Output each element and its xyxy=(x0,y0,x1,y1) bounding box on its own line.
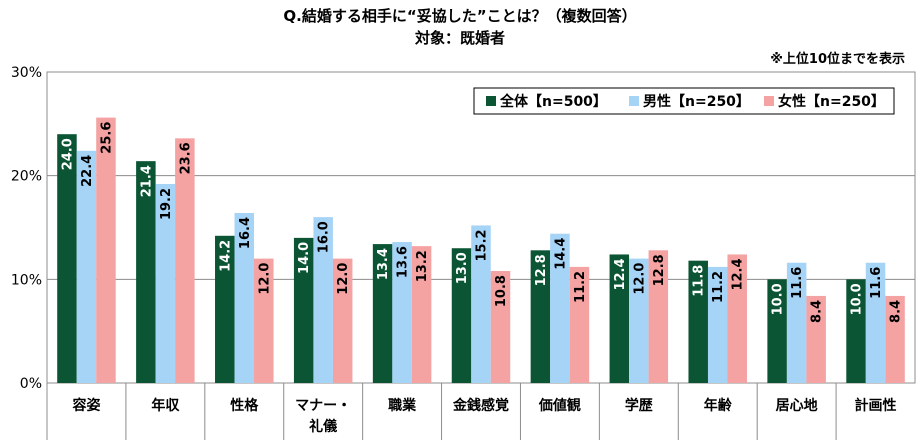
bar-value-label: 23.6 xyxy=(178,142,193,174)
category-label: 計画性 xyxy=(855,397,897,414)
bar xyxy=(490,271,511,383)
bar xyxy=(629,258,649,383)
bar xyxy=(550,233,570,383)
bar-value-label: 12.8 xyxy=(534,254,549,286)
bar xyxy=(786,262,807,383)
bar xyxy=(293,237,314,383)
bar-value-label: 11.2 xyxy=(573,271,588,303)
bar xyxy=(846,279,866,383)
bar-value-label: 8.4 xyxy=(810,300,825,323)
bar-value-label: 22.4 xyxy=(80,155,95,187)
bar xyxy=(175,138,195,383)
bar-value-label: 11.2 xyxy=(711,271,726,303)
legend-label: 男性【n=250】 xyxy=(643,93,750,110)
category-label: マナー・ xyxy=(295,398,351,414)
bar-value-label: 12.4 xyxy=(731,258,746,290)
bar xyxy=(411,246,432,383)
category-label: 性格 xyxy=(230,397,259,414)
chart-note: ※上位10位までを表示 xyxy=(770,51,905,67)
bar xyxy=(727,254,747,383)
category-label: 学歴 xyxy=(625,397,653,414)
bar xyxy=(57,134,77,383)
bar-value-label: 21.4 xyxy=(139,165,154,197)
bar xyxy=(471,225,491,383)
bar xyxy=(451,248,472,383)
y-tick-label: 20% xyxy=(11,169,42,185)
bar xyxy=(569,266,590,383)
bar xyxy=(234,212,255,383)
bar xyxy=(313,217,333,383)
bar-value-label: 11.6 xyxy=(790,267,805,299)
bar xyxy=(392,242,412,383)
legend-label: 女性【n=250】 xyxy=(778,93,885,110)
legend-box xyxy=(473,87,895,115)
bar-value-label: 15.2 xyxy=(475,229,490,261)
bar xyxy=(372,244,393,383)
legend-swatch xyxy=(629,96,639,106)
bar xyxy=(806,295,826,383)
bar-value-label: 10.8 xyxy=(494,275,509,307)
category-label: 年齢 xyxy=(704,397,733,414)
bar xyxy=(332,258,353,383)
bar-value-label: 16.4 xyxy=(238,217,253,249)
y-tick-label: 10% xyxy=(11,272,42,288)
bar xyxy=(254,258,274,383)
category-label: 職業 xyxy=(388,397,417,414)
bar-value-label: 19.2 xyxy=(159,188,174,220)
bar xyxy=(215,235,235,383)
bar-value-label: 13.4 xyxy=(376,248,391,280)
category-label: 居心地 xyxy=(776,397,818,414)
bar xyxy=(648,250,669,383)
category-label: 年収 xyxy=(151,397,180,414)
category-label: 容姿 xyxy=(71,397,101,414)
bar xyxy=(865,262,886,383)
bar-value-label: 14.4 xyxy=(553,238,568,270)
bar-value-label: 14.2 xyxy=(218,240,233,272)
bar xyxy=(885,295,905,383)
bar xyxy=(767,279,787,383)
bar xyxy=(609,254,630,383)
bar xyxy=(76,150,97,383)
legend: 全体【n=500】 男性【n=250】 女性【n=250】 xyxy=(473,87,895,115)
bar xyxy=(96,117,116,383)
bars: 24.0 22.4 25.6 21.4 19.2 23.6 14.2 16.4 12.0 14.0… xyxy=(57,117,905,383)
bar-value-label: 12.8 xyxy=(652,254,667,286)
bar-value-label: 12.4 xyxy=(613,258,628,290)
bar-value-label: 12.0 xyxy=(257,263,272,295)
legend-swatch xyxy=(764,96,774,106)
bar xyxy=(136,161,156,383)
bar-value-label: 13.2 xyxy=(415,250,430,282)
bar xyxy=(530,250,551,383)
bar-value-label: 25.6 xyxy=(99,122,114,154)
legend-swatch xyxy=(486,96,496,106)
category-label: 礼儀 xyxy=(309,418,337,435)
bar-value-label: 12.0 xyxy=(632,263,647,295)
bar-value-label: 11.8 xyxy=(692,265,707,297)
bar-value-label: 10.0 xyxy=(850,283,865,315)
bar-value-label: 10.0 xyxy=(771,283,786,315)
category-label: 金銭感覚 xyxy=(452,397,509,414)
bar-value-label: 14.0 xyxy=(297,242,312,274)
y-tick-label: 0% xyxy=(20,376,42,392)
bar-value-label: 24.0 xyxy=(60,138,75,170)
bar xyxy=(688,260,708,383)
category-label: 価値観 xyxy=(538,397,581,414)
y-tick-label: 30% xyxy=(11,65,42,81)
bar-value-label: 8.4 xyxy=(889,300,904,323)
bar xyxy=(707,266,728,383)
legend-label: 全体【n=500】 xyxy=(499,93,607,110)
bar-value-label: 12.0 xyxy=(336,263,351,295)
axes: 0% 10% 20% 30% 容姿 年収 性格 マナー・礼儀 職業 金銭感覚 価値観 学歴 年齢 居心地 計… xyxy=(11,65,897,440)
bar-value-label: 11.6 xyxy=(869,267,884,299)
bar-value-label: 16.0 xyxy=(317,221,332,253)
chart-title: Q.結婚する相手に“妥協した”ことは？（複数回答） xyxy=(283,7,636,25)
chart-subtitle: 対象：既婚者 xyxy=(414,29,505,47)
bar-value-label: 13.6 xyxy=(396,246,411,278)
bar xyxy=(155,183,176,383)
bar-value-label: 13.0 xyxy=(455,252,470,284)
